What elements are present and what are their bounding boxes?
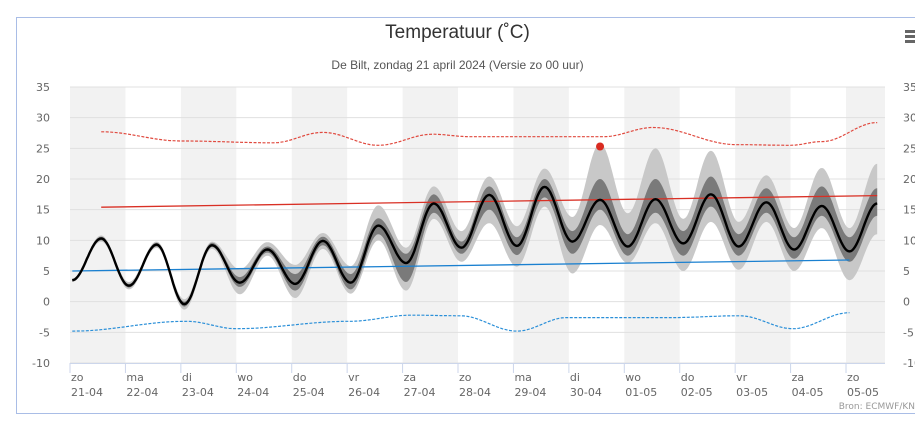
- chart-credit[interactable]: Bron: ECMWF/KN: [838, 402, 915, 412]
- record-marker-point: [596, 142, 605, 151]
- x-tick-day: wo: [625, 371, 641, 384]
- day-shade-band: [70, 87, 126, 363]
- x-tick-date: 27-04: [404, 386, 436, 399]
- x-tick-date: 25-04: [293, 386, 325, 399]
- chart-title: Temperatuur (˚C): [385, 22, 530, 43]
- x-tick-day: wo: [237, 371, 253, 384]
- x-tick-day: za: [792, 371, 805, 384]
- x-tick-date: 04-05: [792, 386, 824, 399]
- y-tick-label-left: 15: [36, 204, 50, 217]
- x-tick-date: 01-05: [625, 386, 657, 399]
- record-max-line: [101, 122, 878, 146]
- y-tick-label-left: 0: [43, 296, 50, 309]
- x-tick-date: 23-04: [182, 386, 214, 399]
- y-tick-label-left: 35: [36, 81, 50, 94]
- normal-min-line: [72, 259, 850, 272]
- x-tick-date: 28-04: [459, 386, 491, 399]
- y-tick-label-right: 0: [903, 296, 910, 309]
- x-tick-date: 02-05: [681, 386, 713, 399]
- y-tick-label-right: 25: [903, 142, 915, 155]
- x-tick-date: 30-04: [570, 386, 602, 399]
- y-tick-label-right: 30: [903, 112, 915, 125]
- hamburger-menu-icon[interactable]: [905, 30, 915, 46]
- y-tick-label-right: 35: [903, 81, 915, 94]
- chart-container: [16, 17, 915, 414]
- day-shade-band: [180, 87, 237, 363]
- y-tick-label-right: 15: [903, 204, 915, 217]
- y-tick-label-left: 30: [36, 112, 50, 125]
- x-tick-day: zo: [71, 371, 84, 384]
- y-tick-label-right: -5: [903, 326, 914, 339]
- mean-temperature-line: [72, 185, 878, 306]
- x-tick-date: 29-04: [514, 386, 546, 399]
- y-tick-label-right: 10: [903, 234, 915, 247]
- y-tick-label-left: 10: [36, 234, 50, 247]
- x-tick-day: zo: [459, 371, 472, 384]
- day-shade-band: [291, 87, 348, 363]
- y-tick-label-right: 5: [903, 265, 910, 278]
- x-tick-day: do: [681, 371, 695, 384]
- x-tick-date: 03-05: [736, 386, 768, 399]
- x-tick-date: 24-04: [237, 386, 269, 399]
- normal-max-line: [101, 194, 878, 208]
- x-tick-day: do: [293, 371, 307, 384]
- y-tick-label-left: -10: [32, 357, 50, 370]
- y-tick-label-left: 25: [36, 142, 50, 155]
- x-tick-day: za: [404, 371, 417, 384]
- x-tick-day: vr: [348, 371, 360, 384]
- x-tick-day: vr: [736, 371, 748, 384]
- y-tick-label-right: 20: [903, 173, 915, 186]
- y-tick-label-left: -5: [39, 326, 50, 339]
- chart-subtitle: De Bilt, zondag 21 april 2024 (Versie zo…: [331, 58, 584, 72]
- x-tick-day: zo: [847, 371, 860, 384]
- x-tick-day: di: [182, 371, 192, 384]
- record-min-line: [72, 312, 850, 332]
- x-tick-date: 05-05: [847, 386, 879, 399]
- x-tick-date: 22-04: [126, 386, 158, 399]
- x-tick-day: di: [570, 371, 580, 384]
- y-tick-label-left: 5: [43, 265, 50, 278]
- x-tick-date: 21-04: [71, 386, 103, 399]
- y-tick-label-left: 20: [36, 173, 50, 186]
- x-tick-date: 26-04: [348, 386, 380, 399]
- y-tick-label-right: -10: [903, 357, 915, 370]
- x-tick-day: ma: [514, 371, 531, 384]
- x-tick-day: ma: [126, 371, 143, 384]
